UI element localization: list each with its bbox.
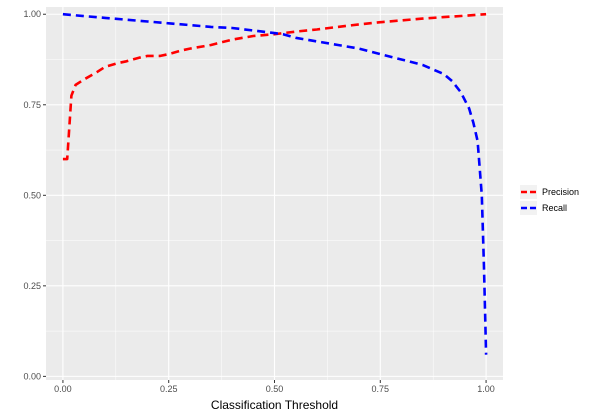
x-tick-label: 0.25 [160,384,178,394]
x-tick-label: 0.00 [54,384,72,394]
x-axis-title: Classification Threshold [211,398,338,412]
series-line-precision [62,12,487,161]
legend-key-recall [520,201,537,215]
x-tick-label: 0.50 [266,384,284,394]
legend-label-recall: Recall [542,203,567,213]
x-axis: 0.00 0.25 0.50 0.75 1.00 [54,380,495,394]
y-tick-label: 0.00 [23,371,41,381]
y-axis: 0.00 0.25 0.50 0.75 1.00 [23,9,46,381]
legend: Precision Recall [520,185,579,215]
x-tick-label: 0.75 [372,384,390,394]
legend-key-precision [520,185,537,199]
y-tick-label: 0.25 [23,281,41,291]
series-layer [62,12,488,355]
series-line-recall [62,12,488,355]
grid-major [46,7,503,380]
x-tick-label: 1.00 [477,384,495,394]
legend-label-precision: Precision [542,187,579,197]
y-tick-label: 1.00 [23,9,41,19]
y-tick-label: 0.50 [23,190,41,200]
y-tick-label: 0.75 [23,100,41,110]
